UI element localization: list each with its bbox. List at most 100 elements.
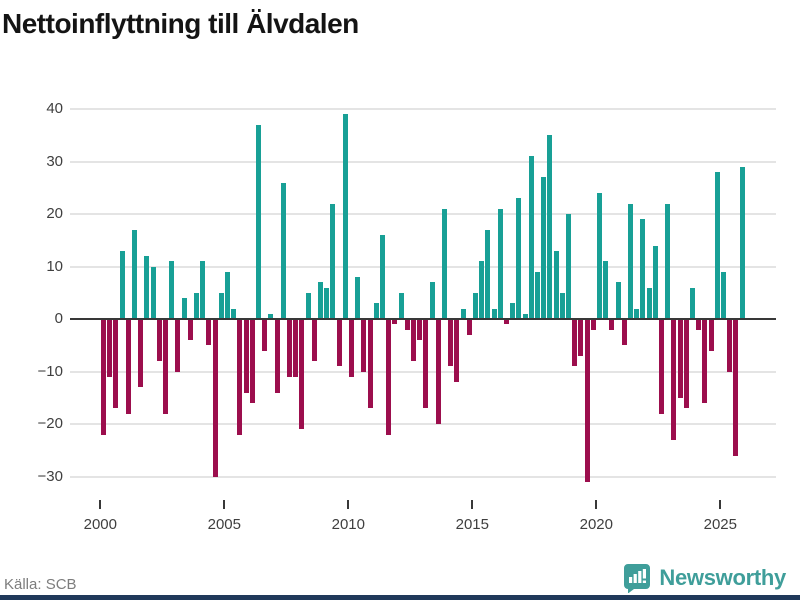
bar-2019-q4 (590, 319, 596, 330)
bar-chart: 40 30 20 10 0 −10 −20 −30 2000 2005 2010 2015 2020 20… (37, 100, 776, 533)
bar-2003-q3 (187, 319, 193, 340)
y-axis-label--10: −10 (37, 362, 63, 380)
bar-2010-q2 (355, 277, 361, 319)
bar-2012-q3 (410, 319, 416, 361)
bar-2004-q1 (200, 261, 206, 320)
bar-2021-q1 (621, 319, 627, 346)
bar-2003-q4 (193, 292, 199, 320)
bar-2022-q4 (665, 203, 671, 319)
bar-2012-q1 (398, 292, 404, 320)
bar-2017-q1 (522, 313, 528, 320)
bar-2006-q2 (255, 124, 261, 320)
bar-2025-q3 (733, 319, 739, 456)
bar-2021-q4 (640, 219, 646, 320)
bar-2015-q2 (479, 261, 485, 320)
bar-2008-q4 (317, 282, 323, 320)
x-tick-2010 (347, 500, 350, 509)
bar-2020-q2 (603, 261, 609, 320)
bar-2021-q3 (634, 308, 640, 319)
bar-2020-q3 (609, 319, 615, 330)
y-axis-label-0: 0 (54, 310, 63, 327)
newsworthy-brand[interactable]: Newsworthy (623, 563, 786, 594)
bar-2013-q1 (423, 319, 429, 409)
bar-2003-q1 (175, 319, 181, 372)
bar-2000-q1 (100, 319, 106, 435)
y-axis-label-40: 40 (46, 100, 63, 117)
bar-2014-q4 (466, 319, 472, 335)
bar-2010-q3 (361, 319, 367, 372)
bar-2022-q2 (652, 245, 658, 319)
bar-2024-q3 (708, 319, 714, 351)
bar-2025-q4 (739, 166, 745, 320)
x-tick-2015 (471, 500, 474, 509)
bar-2016-q3 (510, 303, 516, 320)
bar-2012-q2 (404, 319, 410, 330)
bar-2014-q3 (460, 308, 466, 319)
x-axis-label-2005: 2005 (207, 516, 241, 533)
bar-2003-q2 (181, 298, 187, 319)
bar-2000-q2 (107, 319, 113, 377)
bar-2014-q2 (454, 319, 460, 382)
bar-2015-q1 (472, 292, 478, 320)
bar-2013-q4 (441, 208, 447, 320)
bar-2016-q1 (497, 208, 503, 320)
bar-2005-q1 (224, 271, 230, 320)
bar-2007-q2 (280, 182, 286, 319)
bar-2004-q3 (212, 319, 218, 477)
bar-2020-q4 (615, 282, 621, 320)
y-axis-label-10: 10 (46, 257, 63, 275)
bar-2000-q3 (113, 319, 119, 409)
footer-accent-strip (0, 595, 800, 600)
bar-2017-q4 (541, 177, 547, 320)
x-tick-2025 (719, 500, 722, 509)
bar-2002-q2 (156, 319, 162, 361)
x-tick-2000 (99, 500, 102, 509)
bar-2006-q1 (249, 319, 255, 403)
bar-2024-q4 (714, 172, 720, 319)
bar-2020-q1 (596, 193, 602, 319)
bar-2002-q4 (169, 261, 175, 320)
x-axis-label-2000: 2000 (83, 516, 117, 533)
bar-2019-q3 (584, 319, 590, 482)
bar-2018-q1 (547, 135, 553, 320)
gridline-30 (70, 160, 776, 163)
bar-2024-q1 (696, 319, 702, 330)
gridline-10 (70, 265, 776, 268)
y-axis-label--30: −30 (37, 467, 63, 485)
bar-2010-q1 (348, 319, 354, 377)
bar-2011-q1 (373, 303, 379, 320)
x-axis-label-2015: 2015 (455, 516, 489, 533)
bar-2023-q3 (683, 319, 689, 409)
bar-2007-q3 (286, 319, 292, 377)
newsworthy-logo-icon (623, 563, 651, 594)
bar-2019-q2 (578, 319, 584, 356)
bar-2017-q3 (534, 271, 540, 320)
gridline-40 (70, 108, 776, 110)
bar-2002-q1 (150, 266, 156, 319)
bar-2007-q1 (274, 319, 280, 393)
x-axis-label-2020: 2020 (579, 516, 613, 533)
bar-2009-q2 (330, 203, 336, 319)
bar-2009-q4 (342, 114, 348, 320)
bar-2015-q3 (485, 229, 491, 320)
bar-2019-q1 (572, 319, 578, 367)
bar-2023-q2 (677, 319, 683, 398)
x-tick-2020 (595, 500, 598, 509)
gridline--30 (70, 475, 776, 478)
bar-2015-q4 (491, 308, 497, 319)
bar-2016-q2 (503, 319, 509, 325)
bar-2008-q3 (311, 319, 317, 361)
zero-axis-line (70, 318, 776, 320)
bar-2018-q4 (565, 214, 571, 319)
bar-2013-q2 (429, 282, 435, 320)
bar-2018-q3 (559, 292, 565, 320)
source-note: Källa: SCB (4, 576, 77, 593)
bar-2022-q3 (658, 319, 664, 414)
bar-2000-q4 (119, 250, 125, 320)
bar-2014-q1 (448, 319, 454, 367)
gridline--20 (70, 423, 776, 425)
bar-2023-q1 (671, 319, 677, 440)
bar-2001-q4 (144, 256, 150, 319)
bar-2009-q3 (336, 319, 342, 367)
